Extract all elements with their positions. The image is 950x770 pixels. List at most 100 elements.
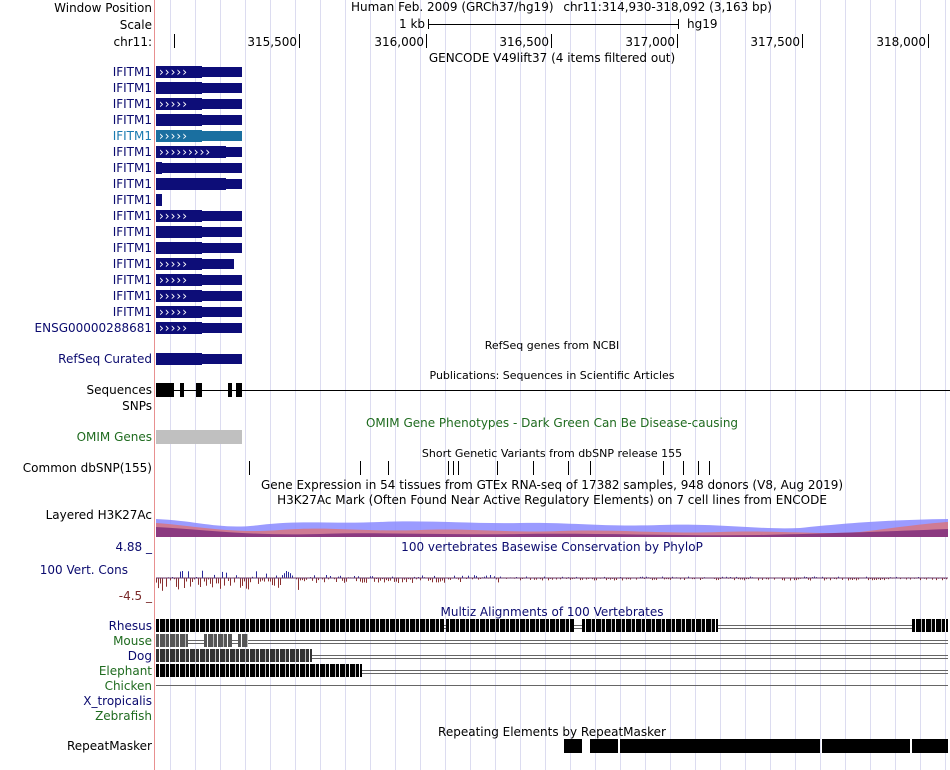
sequence-block[interactable] <box>156 383 174 397</box>
grid-line <box>945 0 946 770</box>
grid-line <box>620 0 621 770</box>
multiz-alignment-block[interactable] <box>204 634 232 647</box>
gencode-gene[interactable] <box>156 177 246 191</box>
grid-line <box>345 0 346 770</box>
ruler-tick <box>677 34 678 48</box>
snp-variant[interactable] <box>249 461 250 475</box>
gencode-gene[interactable]: ››››› <box>156 97 246 111</box>
multiz-alignment-block[interactable] <box>156 649 312 662</box>
multiz-species-label[interactable]: X_tropicalis <box>83 694 152 708</box>
snp-variant[interactable] <box>709 461 710 475</box>
sequences-label[interactable]: Sequences <box>86 383 152 397</box>
multiz-alignment-block[interactable] <box>238 634 248 647</box>
snp-variant[interactable] <box>388 461 389 475</box>
grid-line <box>720 0 721 770</box>
snp-variant[interactable] <box>533 461 534 475</box>
gencode-gene[interactable]: ››››› <box>156 257 246 271</box>
gencode-item-label[interactable]: IFITM1 <box>112 129 152 143</box>
repeat-element[interactable] <box>822 739 910 753</box>
gencode-gene[interactable]: ››››› <box>156 321 246 335</box>
snp-variant[interactable] <box>698 461 699 475</box>
snp-variant[interactable] <box>590 461 591 475</box>
gencode-item-label[interactable]: IFITM1 <box>112 289 152 303</box>
grid-line <box>895 0 896 770</box>
grid-line <box>420 0 421 770</box>
gencode-item-label[interactable]: ENSG00000288681 <box>34 321 152 335</box>
grid-line <box>470 0 471 770</box>
strand-chevrons-icon: ››››› <box>159 129 188 143</box>
multiz-alignment-block[interactable] <box>912 619 948 632</box>
grid-line <box>770 0 771 770</box>
gencode-gene[interactable] <box>156 113 246 127</box>
multiz-alignment-block[interactable] <box>156 619 444 632</box>
repeatmasker-label[interactable]: RepeatMasker <box>66 739 152 753</box>
gencode-gene[interactable]: ››››› <box>156 129 246 143</box>
gencode-item-label[interactable]: IFITM1 <box>112 145 152 159</box>
gencode-gene[interactable]: ››››› <box>156 65 246 79</box>
gencode-gene[interactable] <box>156 81 246 95</box>
multiz-alignment-block[interactable] <box>156 634 188 647</box>
gencode-item-label[interactable]: IFITM1 <box>112 81 152 95</box>
gencode-gene[interactable] <box>156 161 246 175</box>
gencode-gene[interactable]: ››››››››› <box>156 145 246 159</box>
gencode-item-label[interactable]: IFITM1 <box>112 241 152 255</box>
gencode-item-label[interactable]: IFITM1 <box>112 97 152 111</box>
label-separator <box>154 0 155 770</box>
sequence-block[interactable] <box>236 383 242 397</box>
snp-variant[interactable] <box>663 461 664 475</box>
ruler-tick <box>551 34 552 48</box>
multiz-species-label[interactable]: Chicken <box>104 679 152 693</box>
repeat-element[interactable] <box>912 739 948 753</box>
snp-variant[interactable] <box>497 461 498 475</box>
gencode-gene[interactable] <box>156 193 246 207</box>
gencode-item-label[interactable]: IFITM1 <box>112 113 152 127</box>
gencode-item-label[interactable]: IFITM1 <box>112 193 152 207</box>
refseq-label[interactable]: RefSeq Curated <box>58 352 152 366</box>
repeat-element[interactable] <box>564 739 582 753</box>
snp-variant[interactable] <box>453 461 454 475</box>
gencode-gene[interactable] <box>156 225 246 239</box>
gencode-item-label[interactable]: IFITM1 <box>112 257 152 271</box>
refseq-gene[interactable] <box>156 352 246 366</box>
multiz-species-label[interactable]: Mouse <box>113 634 152 648</box>
gencode-item-label[interactable]: IFITM1 <box>112 273 152 287</box>
multiz-species-label[interactable]: Zebrafish <box>95 709 152 723</box>
snp-variant[interactable] <box>568 461 569 475</box>
sequence-block[interactable] <box>228 383 232 397</box>
dbsnp-label[interactable]: Common dbSNP(155) <box>22 461 152 475</box>
phylop-label[interactable]: 100 Vert. Cons <box>39 563 128 577</box>
gencode-gene[interactable] <box>156 241 246 255</box>
snp-variant[interactable] <box>448 461 449 475</box>
multiz-species-label[interactable]: Elephant <box>98 664 152 678</box>
gencode-item-label[interactable]: IFITM1 <box>112 65 152 79</box>
snps-label[interactable]: SNPs <box>122 399 152 413</box>
repeat-element[interactable] <box>590 739 618 753</box>
gencode-gene[interactable]: ››››› <box>156 209 246 223</box>
snp-variant[interactable] <box>458 461 459 475</box>
gencode-item-label[interactable]: IFITM1 <box>112 209 152 223</box>
multiz-alignment-block[interactable] <box>446 619 574 632</box>
grid-line <box>445 0 446 770</box>
grid-line <box>695 0 696 770</box>
omim-label[interactable]: OMIM Genes <box>76 430 152 444</box>
multiz-alignment-block[interactable] <box>156 664 362 677</box>
snp-variant[interactable] <box>360 461 361 475</box>
gencode-item-label[interactable]: IFITM1 <box>112 225 152 239</box>
gencode-gene[interactable]: ››››› <box>156 273 246 287</box>
omim-block[interactable] <box>156 430 242 444</box>
sequence-block[interactable] <box>196 383 202 397</box>
repeat-element[interactable] <box>620 739 820 753</box>
multiz-species-label[interactable]: Rhesus <box>108 619 152 633</box>
omim-title: OMIM Gene Phenotypes - Dark Green Can Be… <box>365 416 739 430</box>
gencode-item-label[interactable]: IFITM1 <box>112 177 152 191</box>
strand-chevrons-icon: ››››› <box>159 273 188 287</box>
h3k27ac-label[interactable]: Layered H3K27Ac <box>45 508 152 522</box>
gencode-gene[interactable]: ››››› <box>156 289 246 303</box>
multiz-species-label[interactable]: Dog <box>127 649 152 663</box>
gencode-item-label[interactable]: IFITM1 <box>112 305 152 319</box>
gencode-item-label[interactable]: IFITM1 <box>112 161 152 175</box>
gencode-gene[interactable]: ››››› <box>156 305 246 319</box>
snp-variant[interactable] <box>683 461 684 475</box>
multiz-alignment-block[interactable] <box>582 619 718 632</box>
sequence-block[interactable] <box>180 383 184 397</box>
